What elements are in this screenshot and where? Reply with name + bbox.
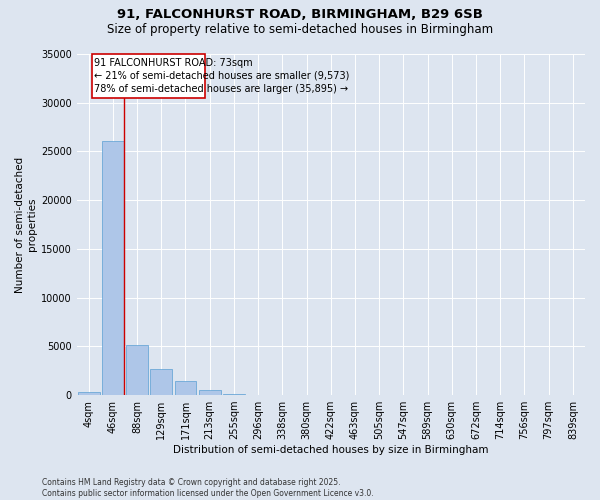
Bar — [78, 392, 100, 395]
Bar — [223, 394, 245, 395]
Bar — [199, 390, 221, 395]
Y-axis label: Number of semi-detached
properties: Number of semi-detached properties — [15, 156, 37, 292]
Text: Size of property relative to semi-detached houses in Birmingham: Size of property relative to semi-detach… — [107, 22, 493, 36]
FancyBboxPatch shape — [92, 54, 205, 98]
Bar — [102, 140, 124, 395]
Bar — [151, 369, 172, 395]
Bar — [175, 382, 196, 395]
Text: 91 FALCONHURST ROAD: 73sqm
← 21% of semi-detached houses are smaller (9,573)
78%: 91 FALCONHURST ROAD: 73sqm ← 21% of semi… — [94, 58, 350, 94]
Text: 91, FALCONHURST ROAD, BIRMINGHAM, B29 6SB: 91, FALCONHURST ROAD, BIRMINGHAM, B29 6S… — [117, 8, 483, 20]
Text: Contains HM Land Registry data © Crown copyright and database right 2025.
Contai: Contains HM Land Registry data © Crown c… — [42, 478, 374, 498]
Bar — [126, 346, 148, 395]
X-axis label: Distribution of semi-detached houses by size in Birmingham: Distribution of semi-detached houses by … — [173, 445, 488, 455]
